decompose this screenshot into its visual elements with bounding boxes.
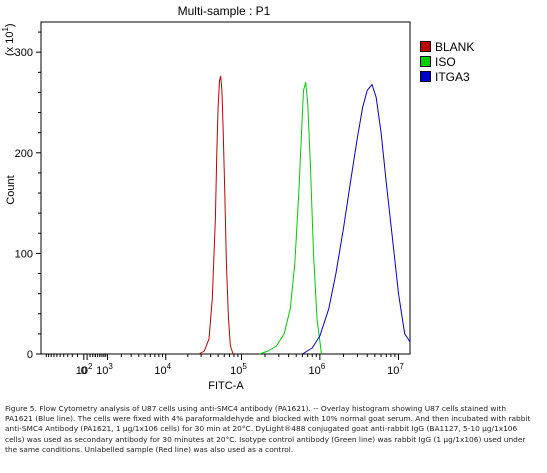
legend: BLANK ISO ITGA3 [420, 39, 474, 84]
y-multiplier-exp: 1 [1, 27, 10, 32]
series-layer [198, 75, 411, 355]
legend-label: ISO [435, 54, 456, 69]
legend-item: ISO [420, 54, 474, 69]
y-axis: 0 100 200 300 [15, 31, 41, 361]
series-line-blank [198, 75, 234, 355]
svg-text:(x 101): (x 101) [1, 23, 16, 56]
y-multiplier-label: (x 101) [1, 23, 16, 56]
plot-border [40, 21, 411, 355]
y-axis-label: Count [5, 175, 17, 204]
x-tick-label: 0 [81, 365, 87, 377]
series-line-itga3 [302, 83, 411, 355]
x-tick-label: 102 [76, 362, 93, 377]
legend-label: BLANK [435, 39, 475, 54]
legend-item: ITGA3 [420, 69, 474, 84]
legend-label: ITGA3 [435, 69, 470, 84]
chart-title: Multi-sample : P1 [178, 4, 271, 18]
legend-swatch [420, 56, 431, 67]
x-tick-label: 106 [309, 362, 326, 377]
legend-item: BLANK [420, 39, 474, 54]
x-axis-label: FITC-A [208, 380, 244, 392]
legend-swatch [420, 71, 431, 82]
x-tick-label: 105 [230, 362, 247, 377]
y-tick-label: 200 [15, 148, 33, 160]
plot-frame [40, 21, 411, 355]
x-tick-label: 107 [387, 362, 404, 377]
series-line-iso [259, 81, 322, 355]
y-multiplier-base: (x 10 [4, 32, 16, 56]
y-tick-label: 0 [27, 349, 33, 361]
y-tick-label: 300 [15, 47, 33, 59]
x-tick-label: 104 [154, 362, 171, 377]
y-tick-label: 100 [15, 248, 33, 260]
x-tick-label: 103 [96, 362, 113, 377]
legend-swatch [420, 41, 431, 52]
figure-caption: Figure 5. Flow Cytometry analysis of U87… [5, 404, 531, 454]
